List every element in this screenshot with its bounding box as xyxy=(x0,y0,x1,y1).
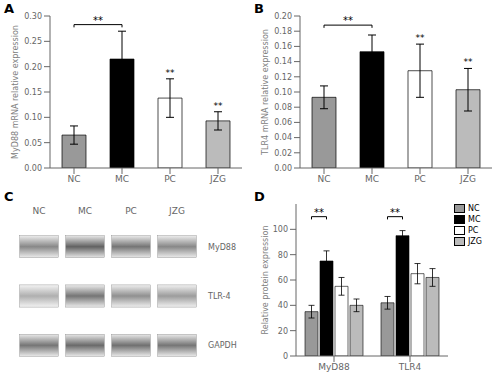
svg-text:0.05: 0.05 xyxy=(24,139,42,148)
svg-text:0.10: 0.10 xyxy=(24,113,42,122)
svg-text:0.10: 0.10 xyxy=(274,88,292,97)
svg-text:60: 60 xyxy=(278,276,288,285)
svg-text:TLR4: TLR4 xyxy=(398,362,422,372)
html-text:C: C xyxy=(4,189,14,204)
svg-text:JZG: JZG xyxy=(209,174,226,184)
svg-text:**: ** xyxy=(343,15,353,26)
svg-text:20: 20 xyxy=(278,327,288,336)
svg-text:0.02: 0.02 xyxy=(274,149,292,158)
svg-text:GAPDH: GAPDH xyxy=(208,341,237,350)
svg-text:**: ** xyxy=(166,68,176,78)
svg-text:0.06: 0.06 xyxy=(274,118,292,127)
html-text:PC: PC xyxy=(468,226,479,235)
svg-text:40: 40 xyxy=(278,301,288,310)
svg-text:0.08: 0.08 xyxy=(274,103,292,112)
svg-text:MyD88: MyD88 xyxy=(208,243,236,252)
svg-text:0.00: 0.00 xyxy=(24,164,42,173)
html-text:B: B xyxy=(254,1,264,16)
svg-text:0.04: 0.04 xyxy=(274,133,292,142)
html-text:A: A xyxy=(4,1,15,16)
svg-text:0.30: 0.30 xyxy=(24,12,42,21)
svg-text:MC: MC xyxy=(365,174,379,184)
svg-text:100: 100 xyxy=(273,225,288,234)
svg-text:0.14: 0.14 xyxy=(274,57,292,66)
svg-text:0.00: 0.00 xyxy=(274,164,292,173)
svg-text:TLR-4: TLR-4 xyxy=(207,292,231,301)
svg-text:**: ** xyxy=(464,57,474,67)
svg-text:PC: PC xyxy=(164,174,176,184)
html-text:D: D xyxy=(254,189,265,204)
svg-text:Relative protein expression: Relative protein expression xyxy=(261,226,270,335)
html-text:NC: NC xyxy=(468,204,480,213)
svg-text:0.20: 0.20 xyxy=(24,63,42,72)
svg-text:**: ** xyxy=(390,207,400,218)
svg-text:0.15: 0.15 xyxy=(24,88,42,97)
html-text:MC: MC xyxy=(468,215,481,224)
svg-text:JZG: JZG xyxy=(168,206,185,216)
html-text:JZG: JZG xyxy=(468,237,482,246)
svg-text:JZG: JZG xyxy=(459,174,476,184)
svg-text:MC: MC xyxy=(115,174,129,184)
svg-text:NC: NC xyxy=(317,174,330,184)
svg-text:MyD88: MyD88 xyxy=(318,362,350,372)
svg-text:NC: NC xyxy=(67,174,80,184)
svg-text:**: ** xyxy=(214,101,224,111)
svg-text:MC: MC xyxy=(78,206,92,216)
svg-text:PC: PC xyxy=(125,206,137,216)
svg-text:0.18: 0.18 xyxy=(274,27,292,36)
svg-text:0.25: 0.25 xyxy=(24,37,42,46)
svg-text:0.20: 0.20 xyxy=(274,12,292,21)
svg-text:**: ** xyxy=(93,15,103,26)
svg-text:**: ** xyxy=(314,207,324,218)
svg-text:0.12: 0.12 xyxy=(274,73,292,82)
svg-text:0: 0 xyxy=(283,352,288,361)
svg-text:80: 80 xyxy=(278,251,288,260)
svg-text:NC: NC xyxy=(32,206,45,216)
svg-text:0.16: 0.16 xyxy=(274,42,292,51)
svg-text:PC: PC xyxy=(414,174,426,184)
svg-text:MyD88 mRNA relative expression: MyD88 mRNA relative expression xyxy=(11,25,20,159)
svg-text:TLR4 mRNA relative expression: TLR4 mRNA relative expression xyxy=(261,29,270,156)
svg-text:**: ** xyxy=(416,33,426,43)
